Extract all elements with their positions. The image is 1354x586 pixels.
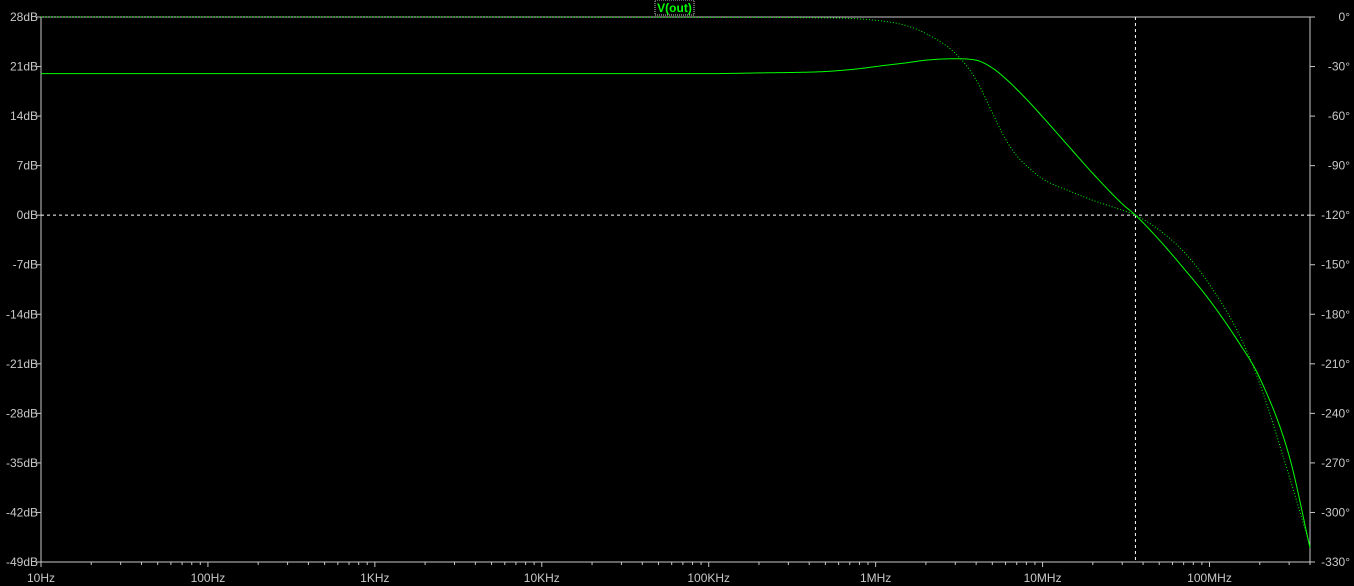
y-tick-label: -49dB xyxy=(6,555,38,569)
legend-label[interactable]: V(out) xyxy=(657,1,692,15)
x-tick-label: 100MHz xyxy=(1187,571,1232,585)
y-tick-label: 14dB xyxy=(10,109,38,123)
axis-tick-labels: 10Hz 100Hz 1KHz 10KHz 100KHz 1MHz 10MHz 100MHz 2… xyxy=(6,10,1350,585)
y-tick-label: 0dB xyxy=(17,208,38,222)
y2-tick-label: -210° xyxy=(1321,357,1350,371)
x-tick-label: 10KHz xyxy=(524,571,560,585)
x-tick-label: 100KHz xyxy=(687,571,730,585)
y2-tick-label: -90° xyxy=(1328,159,1350,173)
y-tick-label: -28dB xyxy=(6,406,38,420)
y-tick-label: -7dB xyxy=(13,258,38,272)
y2-tick-label: -330° xyxy=(1321,555,1350,569)
plot-area xyxy=(40,16,1311,563)
y-tick-label: -35dB xyxy=(6,456,38,470)
y2-tick-label: -120° xyxy=(1321,208,1350,222)
legend[interactable]: V(out) xyxy=(654,0,695,16)
y-tick-label: 7dB xyxy=(17,159,38,173)
y-tick-label: -21dB xyxy=(6,357,38,371)
cursor xyxy=(41,17,1310,562)
magnitude-trace xyxy=(41,58,1311,548)
legend-box[interactable] xyxy=(654,0,695,16)
y-tick-label: 21dB xyxy=(10,60,38,74)
x-tick-label: 100Hz xyxy=(191,571,226,585)
x-tick-label: 10MHz xyxy=(1024,571,1062,585)
y-tick-label: -42dB xyxy=(6,505,38,519)
y2-tick-label: -180° xyxy=(1321,307,1350,321)
y2-tick-label: -270° xyxy=(1321,456,1350,470)
y2-tick-label: -60° xyxy=(1328,109,1350,123)
series xyxy=(41,16,1311,548)
y2-tick-label: -240° xyxy=(1321,406,1350,420)
axis-ticks xyxy=(36,16,1315,567)
x-tick-label: 1MHz xyxy=(860,571,891,585)
y2-tick-label: -300° xyxy=(1321,505,1350,519)
x-tick-label: 10Hz xyxy=(27,571,55,585)
y2-tick-label: -150° xyxy=(1321,258,1350,272)
x-tick-label: 1KHz xyxy=(360,571,389,585)
y-tick-label: -14dB xyxy=(6,307,38,321)
y-tick-label: 28dB xyxy=(10,10,38,24)
y2-tick-label: 0° xyxy=(1339,10,1351,24)
y2-tick-label: -30° xyxy=(1328,60,1350,74)
